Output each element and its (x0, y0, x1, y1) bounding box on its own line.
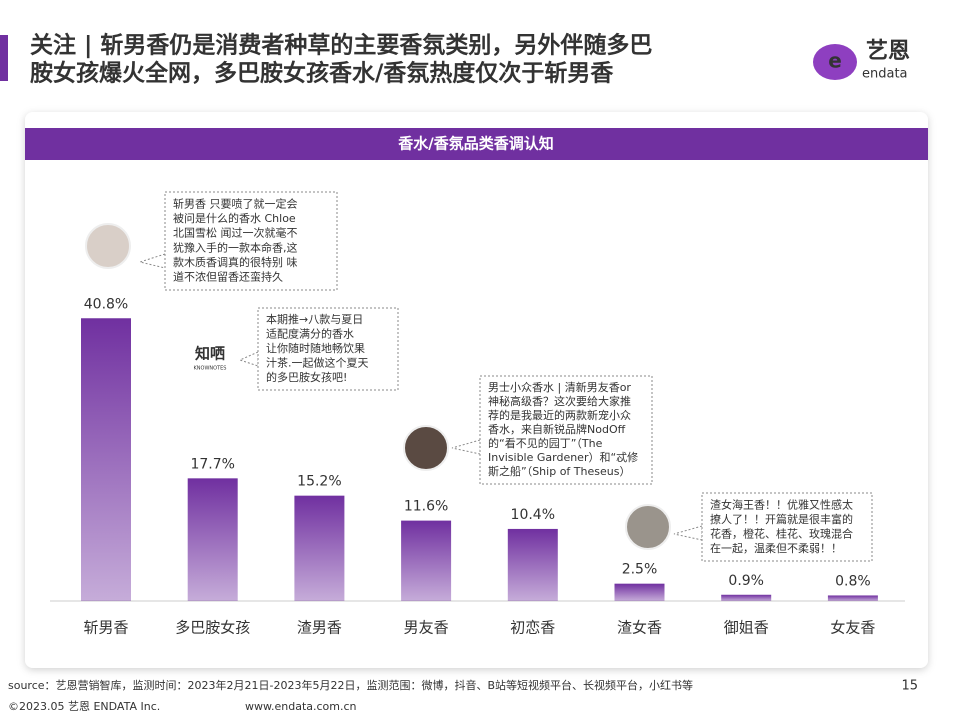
page-number: 15 (901, 679, 918, 694)
x-tick-label: 渣男香 (297, 619, 342, 637)
avatar (625, 504, 671, 550)
annotation-line: 斯之船”（Ship of Theseus） (488, 464, 630, 478)
source: source：艺恩营销智库，监测时间：2023年2月21日-2023年5月22日… (8, 678, 693, 692)
title-line: 胺女孩爆火全网，多巴胺女孩香水/香氛热度仅次于斩男香 (30, 60, 614, 87)
chart-title: 香水/香氛品类香调认知 (398, 135, 553, 153)
annotation-line: 款木质香调真的很特别 味 (173, 255, 298, 269)
bar (294, 495, 345, 601)
bar (81, 318, 131, 601)
x-tick-label: 多巴胺女孩 (175, 619, 250, 637)
annotation-line: 斩男香 只要喷了就一定会 (173, 196, 298, 210)
x-tick-label: 斩男香 (83, 619, 128, 637)
brand-sub: KNOWNOTES (194, 366, 227, 372)
bar (507, 528, 558, 601)
bar (187, 478, 238, 601)
annotation-line: Invisible Gardener）和“忒修 (488, 450, 638, 464)
bubble (257, 307, 399, 391)
logo-e: e (828, 49, 842, 73)
card (25, 112, 928, 668)
x-tick-label: 女友香 (830, 619, 875, 637)
bar (721, 594, 772, 601)
annotation-line: 的“看不见的园丁”（The (488, 436, 603, 450)
value-label: 40.8% (84, 296, 128, 312)
x-tick-label: 御姐香 (724, 619, 769, 637)
value-label: 11.6% (404, 499, 448, 515)
bubble (701, 492, 873, 562)
annotation-line: 在一起，温柔但不柔弱！！ (710, 542, 842, 555)
value-label: 17.7% (190, 456, 234, 472)
annotation-line: 道不浓但留香还蛮持久 (173, 270, 283, 284)
logo-sub: endata (862, 67, 908, 82)
copyright: ©2023.05 艺恩 ENDATA Inc. (8, 700, 160, 713)
annotation-line: 香水，来自新锐品牌NodOff (488, 422, 626, 436)
bubble (164, 191, 338, 291)
annotation-line: 渣女海王香！！优雅又性感太 (710, 497, 853, 511)
chart-header (25, 128, 928, 160)
bar (827, 595, 878, 601)
bar (614, 583, 665, 601)
logo-mark (813, 44, 857, 80)
value-label: 0.8% (835, 573, 871, 589)
brand: 知哂 (195, 345, 225, 363)
annotation-line: 本期推→八款与夏日 (266, 312, 363, 326)
bubble-pointer (138, 253, 166, 269)
value-label: 15.2% (297, 474, 341, 490)
avatar (85, 223, 131, 269)
title-line: 关注 | 斩男香仍是消费者种草的主要香氛类别，另外伴随多巴 (30, 32, 652, 59)
x-tick-label: 渣女香 (617, 619, 662, 637)
annotation-line: 花香，橙花、桂花、玫瑰混合 (710, 526, 853, 540)
annotation-line: 北国雪松 闻过一次就毫不 (173, 226, 298, 240)
annotation-line: 男士小众香水 | 清新男友香or (488, 380, 631, 394)
annotation-line: 让你随时随地畅饮果 (266, 341, 365, 355)
x-tick-label: 男友香 (404, 619, 449, 637)
annotation-line: 荐的是我最近的两款新宠小众 (488, 408, 631, 422)
annotation-line: 被问是什么的香水 Chloe (173, 211, 296, 225)
annotation-line: 神秘高级香？这次要给大家推 (488, 394, 631, 408)
annotation-line: 犹豫入手的一款本命香,这 (173, 240, 298, 254)
annotation-line: 的多巴胺女孩吧! (266, 370, 347, 384)
x-tick-label: 初恋香 (510, 619, 555, 637)
value-label: 10.4% (511, 507, 555, 523)
bubble (479, 375, 653, 485)
value-label: 0.9% (728, 573, 764, 589)
annotation-line: 撩人了！！开篇就是很丰富的 (710, 512, 853, 526)
logo: e 艺恩 endata (813, 38, 910, 82)
annotation-line: 汁茶.一起做这个夏天 (266, 355, 369, 369)
bar (401, 520, 452, 601)
value-label: 2.5% (622, 562, 658, 578)
accent-bar (0, 35, 8, 81)
website: www.endata.com.cn (245, 700, 357, 713)
logo-text: 艺恩 (866, 38, 910, 64)
avatar (403, 425, 449, 471)
annotation-line: 适配度满分的香水 (266, 327, 354, 341)
